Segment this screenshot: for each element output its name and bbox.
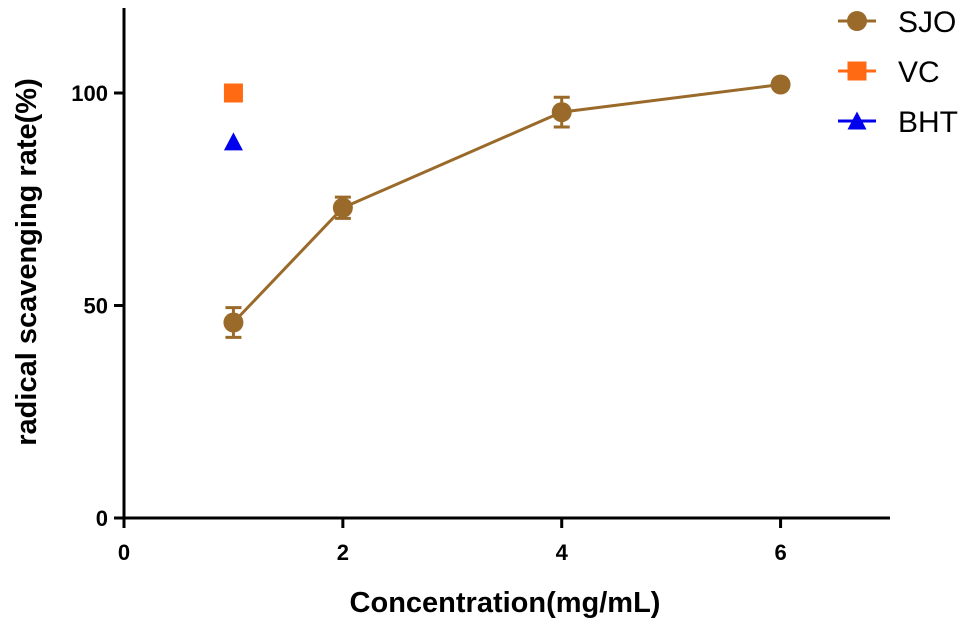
legend-label: BHT xyxy=(898,106,958,139)
legend-marker-sjo xyxy=(847,11,867,31)
series-vc xyxy=(223,83,243,103)
x-axis-title: Concentration(mg/mL) xyxy=(350,587,661,619)
x-tick-label: 2 xyxy=(337,540,349,565)
series-group xyxy=(223,74,791,339)
legend-item-bht: BHT xyxy=(838,106,958,139)
legend: SJO VC BHT xyxy=(838,6,958,139)
series-sjo xyxy=(223,74,791,339)
data-point-sjo xyxy=(551,102,572,123)
x-tick-label: 4 xyxy=(556,540,569,565)
y-axis-title: radical scavenging rate(%) xyxy=(11,78,43,445)
data-point-vc xyxy=(223,83,243,103)
legend-item-vc: VC xyxy=(838,56,940,89)
legend-label: SJO xyxy=(898,6,956,39)
legend-label: VC xyxy=(898,56,940,89)
y-tick-label: 100 xyxy=(71,81,108,106)
y-tick-label: 0 xyxy=(96,506,108,531)
data-point-sjo xyxy=(223,312,244,333)
legend-marker-vc xyxy=(847,61,867,81)
legend-marker-bht xyxy=(847,111,867,130)
data-point-bht xyxy=(223,132,243,151)
legend-item-sjo: SJO xyxy=(838,6,956,39)
y-tick-label: 50 xyxy=(84,294,108,319)
series-bht xyxy=(223,132,243,151)
tick-group: 0 2 4 6 0 50 100 xyxy=(71,81,786,565)
x-tick-label: 6 xyxy=(774,540,786,565)
data-point-sjo xyxy=(770,74,791,95)
data-point-sjo xyxy=(332,197,353,218)
x-tick-label: 0 xyxy=(118,540,130,565)
series-line xyxy=(232,83,781,324)
